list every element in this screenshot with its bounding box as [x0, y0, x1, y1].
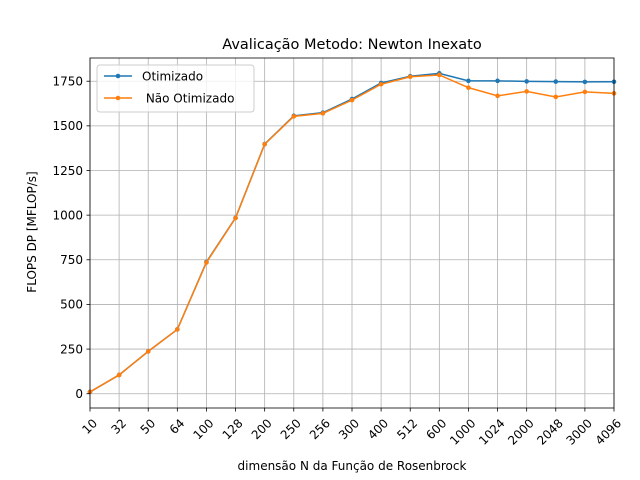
data-point — [524, 79, 529, 84]
data-point — [349, 97, 355, 103]
data-point — [524, 89, 529, 94]
data-point — [233, 215, 238, 221]
data-point — [291, 114, 297, 119]
y-tick-label: 0 — [75, 387, 83, 401]
legend: Otimizado Não Otimizado — [96, 64, 255, 113]
data-point — [495, 93, 500, 99]
y-tick-label: 500 — [60, 298, 83, 312]
data-point — [582, 89, 588, 95]
chart-title: Avalicação Metodo: Newton Inexato — [222, 37, 482, 53]
y-tick-label: 750 — [60, 253, 83, 267]
data-point — [145, 349, 151, 354]
data-point — [407, 74, 413, 80]
series-layer — [87, 71, 617, 395]
legend-label: Otimizado — [142, 70, 203, 84]
data-point — [378, 81, 384, 87]
grid — [89, 58, 615, 408]
data-point — [553, 79, 559, 84]
data-point — [437, 72, 442, 78]
y-axis-label: FLOPS DP [MFLOP/s] — [25, 171, 39, 292]
y-tick-label: 1000 — [52, 208, 83, 222]
data-point — [553, 94, 559, 100]
data-point — [320, 111, 326, 116]
data-point — [582, 79, 588, 85]
y-tick-label: 1250 — [52, 164, 83, 178]
data-point — [175, 327, 180, 332]
data-point — [466, 85, 471, 90]
data-point — [466, 78, 471, 84]
data-point — [116, 372, 122, 378]
legend-box — [96, 64, 255, 113]
y-tick-label: 1500 — [52, 119, 83, 133]
data-point — [495, 78, 500, 84]
y-tick-label: 1750 — [52, 75, 83, 89]
legend-marker — [115, 73, 121, 79]
legend-marker — [115, 95, 121, 101]
legend-label: Não Otimizado — [142, 92, 234, 106]
x-axis-label: dimensão N da Função de Rosenbrock — [238, 459, 467, 473]
y-tick-label: 250 — [60, 342, 83, 356]
data-point — [262, 141, 267, 147]
plot-frame — [89, 57, 615, 409]
data-point — [204, 260, 209, 265]
